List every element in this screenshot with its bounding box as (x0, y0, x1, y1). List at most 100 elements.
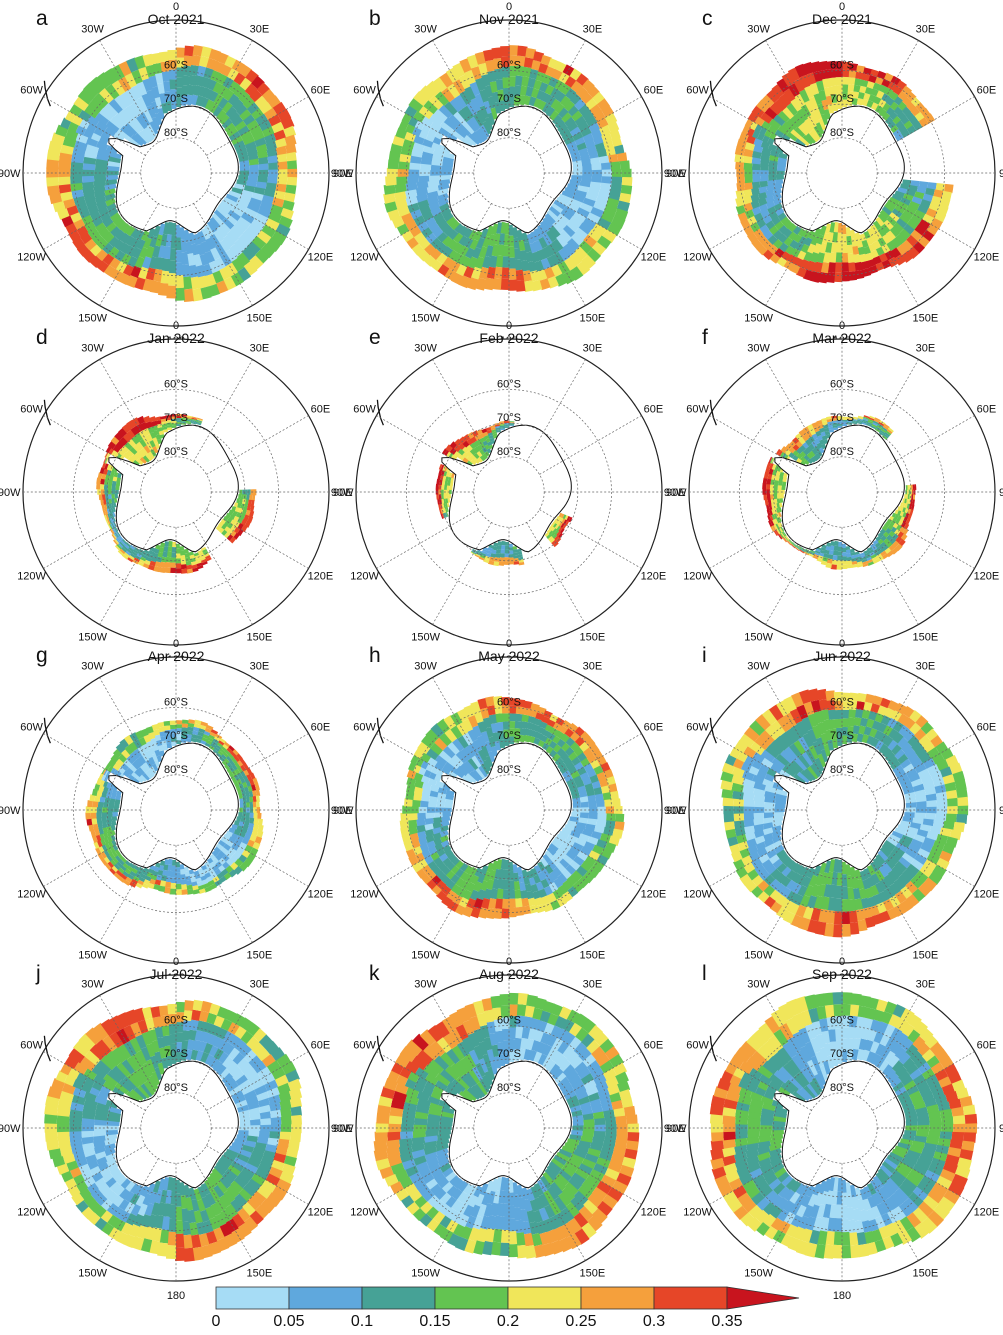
longitude-label: 120E (641, 1206, 667, 1218)
longitude-label: 150W (744, 312, 773, 324)
longitude-label: 150W (78, 1267, 107, 1279)
map-panel-j: 0 30E 60E 90E 120E 150E 180 150W 120W 90W 60W 30W 60… (0, 956, 353, 1302)
latitude-label: 70°S (497, 1048, 521, 1060)
panel-title: Nov 2021 (479, 11, 539, 27)
longitude-label: 120E (974, 251, 1000, 263)
colorbar-tick-label: 0.2 (496, 1313, 520, 1330)
longitude-label: 0 (173, 638, 179, 650)
map-panel-i: 030E60E90E120E150E180150W120W90W60W30W60… (664, 638, 1003, 984)
longitude-label: 120W (350, 570, 379, 582)
south-america-coast (709, 80, 717, 107)
longitude-label: 150E (580, 1267, 606, 1279)
latitude-label: 70°S (830, 412, 854, 424)
longitude-label: 30E (916, 661, 936, 673)
latitude-circle (739, 1025, 945, 1231)
longitude-label: 30W (414, 24, 437, 36)
panel-title: Apr 2022 (148, 648, 205, 664)
longitude-label: 120E (641, 570, 667, 582)
map-panel-a: 030E60E90E120E150E180150W120W90W60W30W60… (0, 1, 353, 347)
longitude-label: 60E (311, 404, 331, 416)
south-america-coast (43, 717, 51, 744)
longitude-label: 120E (308, 251, 334, 263)
panel-title: May 2022 (478, 648, 540, 664)
sea-ice-field (762, 415, 917, 570)
colorbar-segment (215, 1286, 290, 1310)
longitude-label: 60E (311, 722, 331, 734)
longitude-label: 90E (999, 805, 1003, 817)
longitude-label: 60W (20, 85, 43, 97)
south-america-coast (709, 717, 717, 744)
latitude-label: 60°S (497, 1014, 521, 1026)
longitude-label: 120W (683, 251, 712, 263)
longitude-label: 30E (583, 979, 603, 991)
map-panel-h: 030E60E90E120E150E180150W120W90W60W30W60… (331, 638, 686, 984)
longitude-label: 60W (353, 404, 376, 416)
longitude-label: 30E (916, 979, 936, 991)
longitude-label: 150E (247, 949, 273, 961)
longitude-label: 60W (353, 85, 376, 97)
map-panel-d: 030E60E90E120E150E180150W120W90W60W30W60… (0, 320, 353, 666)
panel-letter: b (369, 7, 381, 30)
longitude-label: 150W (78, 949, 107, 961)
longitude-label: 60E (977, 722, 997, 734)
map-panel-l: 0 30E 60E 90E 120E 150E 180 150W 120W 90W 60W 30W 60… (664, 956, 1003, 1302)
latitude-label: 60°S (830, 1014, 854, 1026)
panel-title: Jul 2022 (150, 966, 203, 982)
longitude-label: 30E (916, 24, 936, 36)
latitude-label: 80°S (164, 764, 188, 776)
longitude-label: 0 (839, 1, 845, 13)
sea-ice-field (373, 992, 640, 1259)
latitude-label: 60°S (497, 59, 521, 71)
longitude-label: 90E (666, 487, 686, 499)
longitude-label: 30W (747, 343, 770, 355)
longitude-label: 30E (250, 661, 270, 673)
south-america-coast (376, 1035, 384, 1062)
longitude-label: 150E (247, 631, 273, 643)
latitude-label: 70°S (497, 730, 521, 742)
latitude-label: 80°S (497, 1082, 521, 1094)
longitude-label: 30W (81, 661, 104, 673)
map-panel-g: 030E60E90E120E150E180150W120W90W60W30W60… (0, 638, 353, 984)
colorbar-extend-arrow (726, 1286, 800, 1310)
latitude-label: 80°S (497, 446, 521, 458)
south-america-coast (43, 399, 51, 426)
south-america-coast (709, 399, 717, 426)
panel-letter: e (369, 326, 381, 349)
panel-letter: d (36, 326, 48, 349)
longitude-label: 30E (250, 24, 270, 36)
map-panel-c: 030E60E90E120E150E180150W120W90W60W30W60… (664, 1, 1003, 347)
longitude-label: 30E (250, 979, 270, 991)
longitude-label: 30W (81, 24, 104, 36)
longitude-label: 30W (414, 343, 437, 355)
latitude-circle (73, 389, 279, 595)
longitude-label: 30E (583, 343, 603, 355)
latitude-circle (739, 389, 945, 595)
longitude-label: 0 (173, 1, 179, 13)
south-america-coast (376, 80, 384, 107)
longitude-label: 60W (20, 404, 43, 416)
colorbar-tick-label: 0.35 (711, 1313, 743, 1330)
longitude-label: 150E (913, 631, 939, 643)
latitude-label: 60°S (830, 696, 854, 708)
longitude-label: 60E (977, 1040, 997, 1052)
longitude-label: 180 (833, 1290, 851, 1302)
longitude-label: 60W (20, 1040, 43, 1052)
longitude-label: 120W (350, 888, 379, 900)
longitude-label: 90W (664, 168, 687, 180)
longitude-label: 30E (583, 24, 603, 36)
longitude-label: 0 (839, 956, 845, 968)
panel-letter: k (369, 962, 380, 985)
longitude-label: 30E (250, 343, 270, 355)
longitude-label: 180 (167, 1290, 185, 1302)
latitude-label: 80°S (497, 764, 521, 776)
latitude-circle (406, 707, 612, 913)
latitude-label: 60°S (164, 59, 188, 71)
longitude-label: 30W (747, 661, 770, 673)
latitude-label: 60°S (830, 59, 854, 71)
panel-letter: g (36, 644, 48, 667)
sea-ice-field (709, 992, 978, 1259)
colorbar-segment (507, 1286, 582, 1310)
longitude-label: 150W (78, 312, 107, 324)
south-america-coast (43, 1035, 51, 1062)
